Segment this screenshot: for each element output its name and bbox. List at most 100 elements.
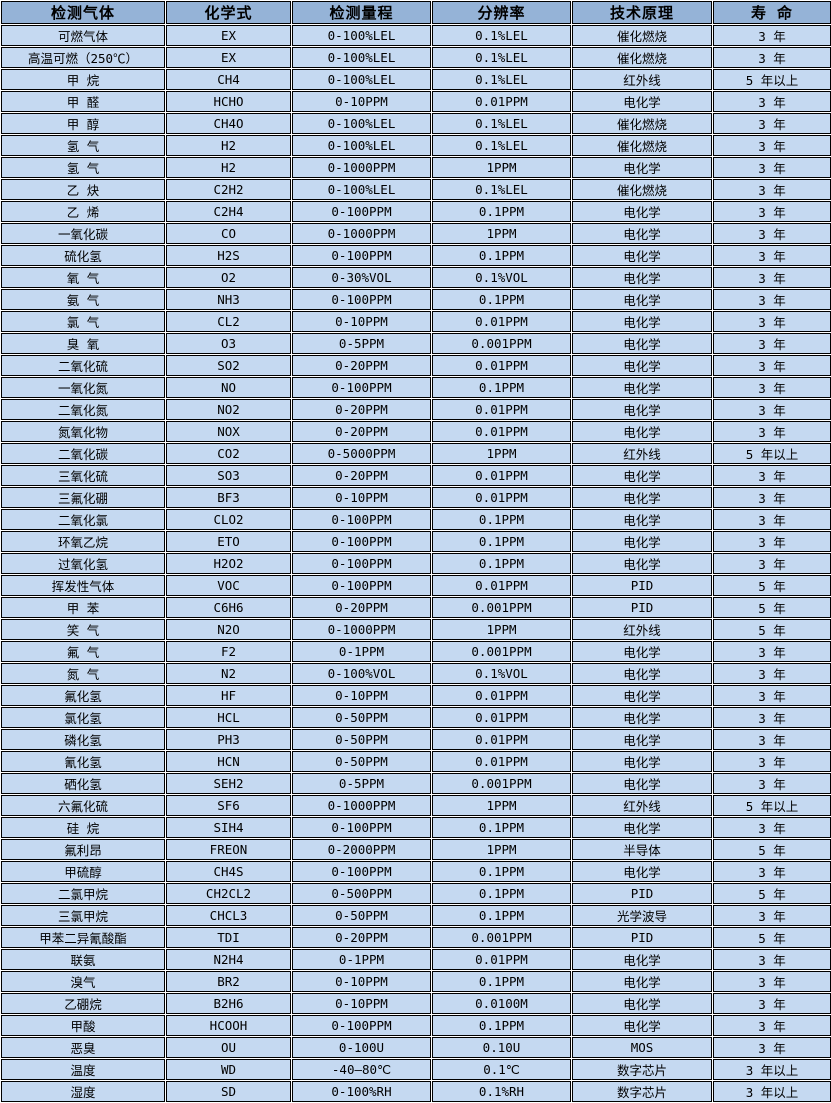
table-row: 二氧化氯 CLO2 0-100PPM 0.1PPM 电化学 3 年 xyxy=(1,509,831,530)
cell-range: 0-100%LEL xyxy=(292,135,431,156)
cell-principle: 红外线 xyxy=(572,69,712,90)
cell-gas: 六氟化硫 xyxy=(1,795,165,816)
cell-principle: 电化学 xyxy=(572,641,712,662)
cell-formula: VOC xyxy=(166,575,291,596)
cell-lifespan: 3 年 xyxy=(713,817,831,838)
cell-lifespan: 5 年 xyxy=(713,597,831,618)
cell-lifespan: 3 年 xyxy=(713,421,831,442)
cell-formula: HCL xyxy=(166,707,291,728)
cell-resolution: 0.1PPM xyxy=(432,245,571,266)
cell-formula: CH4 xyxy=(166,69,291,90)
cell-resolution: 0.01PPM xyxy=(432,421,571,442)
cell-formula: C2H4 xyxy=(166,201,291,222)
cell-resolution: 1PPM xyxy=(432,223,571,244)
table-row: 氟化氢 HF 0-10PPM 0.01PPM 电化学 3 年 xyxy=(1,685,831,706)
cell-principle: 电化学 xyxy=(572,399,712,420)
cell-lifespan: 3 年 xyxy=(713,377,831,398)
table-body: 可燃气体 EX 0-100%LEL 0.1%LEL 催化燃烧 3 年高温可燃（250℃） E… xyxy=(1,25,831,1102)
cell-lifespan: 5 年 xyxy=(713,839,831,860)
cell-formula: CH4O xyxy=(166,113,291,134)
cell-gas: 氟 气 xyxy=(1,641,165,662)
cell-range: 0-1000PPM xyxy=(292,795,431,816)
cell-gas: 硒化氢 xyxy=(1,773,165,794)
cell-range: 0-100PPM xyxy=(292,377,431,398)
cell-lifespan: 3 年 xyxy=(713,707,831,728)
cell-lifespan: 3 年 xyxy=(713,91,831,112)
cell-resolution: 0.1PPM xyxy=(432,883,571,904)
cell-resolution: 1PPM xyxy=(432,619,571,640)
cell-gas: 过氧化氢 xyxy=(1,553,165,574)
cell-principle: 电化学 xyxy=(572,1015,712,1036)
cell-range: 0-30%VOL xyxy=(292,267,431,288)
cell-resolution: 0.01PPM xyxy=(432,399,571,420)
cell-resolution: 0.01PPM xyxy=(432,949,571,970)
cell-resolution: 0.1%VOL xyxy=(432,267,571,288)
cell-range: 0-1000PPM xyxy=(292,223,431,244)
cell-gas: 臭 氧 xyxy=(1,333,165,354)
cell-range: 0-5000PPM xyxy=(292,443,431,464)
cell-lifespan: 3 年 xyxy=(713,465,831,486)
table-row: 温度 WD -40—80℃ 0.1℃ 数字芯片 3 年以上 xyxy=(1,1059,831,1080)
cell-range: 0-20PPM xyxy=(292,597,431,618)
cell-resolution: 0.10U xyxy=(432,1037,571,1058)
cell-formula: C2H2 xyxy=(166,179,291,200)
table-header-row: 检测气体 化学式 检测量程 分辨率 技术原理 寿 命 xyxy=(1,1,831,24)
cell-gas: 高温可燃（250℃） xyxy=(1,47,165,68)
cell-gas: 甲硫醇 xyxy=(1,861,165,882)
cell-gas: 氢 气 xyxy=(1,135,165,156)
cell-lifespan: 3 年 xyxy=(713,1015,831,1036)
table-row: 硒化氢 SEH2 0-5PPM 0.001PPM 电化学 3 年 xyxy=(1,773,831,794)
cell-gas: 甲 苯 xyxy=(1,597,165,618)
cell-formula: CH4S xyxy=(166,861,291,882)
cell-range: 0-1PPM xyxy=(292,949,431,970)
cell-gas: 乙 炔 xyxy=(1,179,165,200)
cell-principle: 红外线 xyxy=(572,443,712,464)
cell-formula: PH3 xyxy=(166,729,291,750)
cell-resolution: 0.1%LEL xyxy=(432,135,571,156)
cell-formula: CLO2 xyxy=(166,509,291,530)
cell-range: 0-100PPM xyxy=(292,245,431,266)
cell-gas: 湿度 xyxy=(1,1081,165,1102)
cell-gas: 氰化氢 xyxy=(1,751,165,772)
cell-range: 0-20PPM xyxy=(292,465,431,486)
cell-lifespan: 3 年 xyxy=(713,971,831,992)
cell-principle: PID xyxy=(572,597,712,618)
cell-gas: 甲 烷 xyxy=(1,69,165,90)
cell-gas: 甲酸 xyxy=(1,1015,165,1036)
cell-range: 0-2000PPM xyxy=(292,839,431,860)
cell-gas: 二氧化碳 xyxy=(1,443,165,464)
cell-resolution: 0.1PPM xyxy=(432,971,571,992)
cell-principle: 催化燃烧 xyxy=(572,135,712,156)
cell-range: 0-50PPM xyxy=(292,729,431,750)
cell-lifespan: 3 年 xyxy=(713,487,831,508)
cell-range: 0-100%LEL xyxy=(292,179,431,200)
cell-range: 0-50PPM xyxy=(292,905,431,926)
cell-range: 0-20PPM xyxy=(292,355,431,376)
cell-range: 0-100PPM xyxy=(292,289,431,310)
cell-formula: SF6 xyxy=(166,795,291,816)
cell-range: -40—80℃ xyxy=(292,1059,431,1080)
cell-formula: H2O2 xyxy=(166,553,291,574)
table-row: 二氧化硫 SO2 0-20PPM 0.01PPM 电化学 3 年 xyxy=(1,355,831,376)
cell-gas: 磷化氢 xyxy=(1,729,165,750)
cell-principle: 电化学 xyxy=(572,685,712,706)
table-row: 氢 气 H2 0-1000PPM 1PPM 电化学 3 年 xyxy=(1,157,831,178)
cell-principle: 电化学 xyxy=(572,465,712,486)
cell-resolution: 0.1%LEL xyxy=(432,25,571,46)
column-header-gas: 检测气体 xyxy=(1,1,165,24)
cell-resolution: 0.0100M xyxy=(432,993,571,1014)
cell-lifespan: 3 年 xyxy=(713,333,831,354)
cell-resolution: 0.1PPM xyxy=(432,553,571,574)
cell-principle: 电化学 xyxy=(572,971,712,992)
cell-lifespan: 5 年 xyxy=(713,619,831,640)
cell-formula: SIH4 xyxy=(166,817,291,838)
cell-lifespan: 5 年 xyxy=(713,883,831,904)
table-row: 氯 气 CL2 0-10PPM 0.01PPM 电化学 3 年 xyxy=(1,311,831,332)
cell-lifespan: 3 年 xyxy=(713,1037,831,1058)
cell-resolution: 0.01PPM xyxy=(432,751,571,772)
cell-formula: CO2 xyxy=(166,443,291,464)
cell-lifespan: 3 年 xyxy=(713,25,831,46)
cell-lifespan: 5 年以上 xyxy=(713,69,831,90)
table-row: 氨 气 NH3 0-100PPM 0.1PPM 电化学 3 年 xyxy=(1,289,831,310)
cell-lifespan: 3 年 xyxy=(713,223,831,244)
